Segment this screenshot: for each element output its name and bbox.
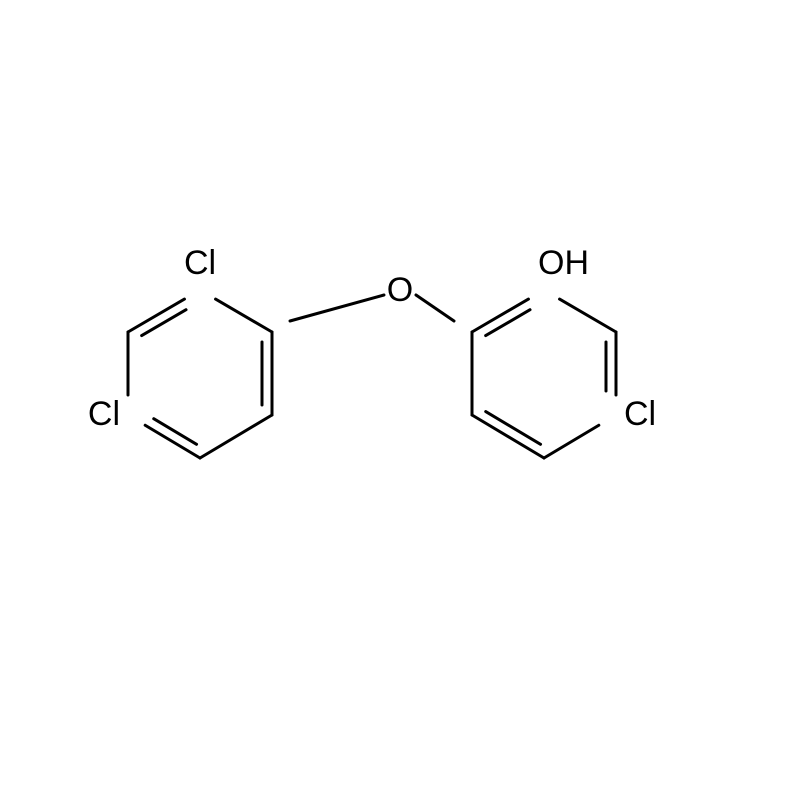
atom-label-oh: OH <box>538 244 589 282</box>
molecule-diagram: Cl Cl O OH Cl <box>0 0 800 800</box>
bond <box>472 415 544 458</box>
bond <box>216 299 272 332</box>
bond <box>200 415 272 458</box>
atom-label-cl: Cl <box>624 395 656 433</box>
bond <box>544 425 599 458</box>
atom-label-cl: Cl <box>88 395 120 433</box>
bond <box>154 419 197 445</box>
bond <box>290 295 384 321</box>
bond <box>142 310 186 336</box>
bond <box>416 295 454 321</box>
bond <box>486 310 530 336</box>
atom-label-cl: Cl <box>184 244 216 282</box>
bond <box>560 299 616 332</box>
atom-label-o: O <box>387 271 413 309</box>
